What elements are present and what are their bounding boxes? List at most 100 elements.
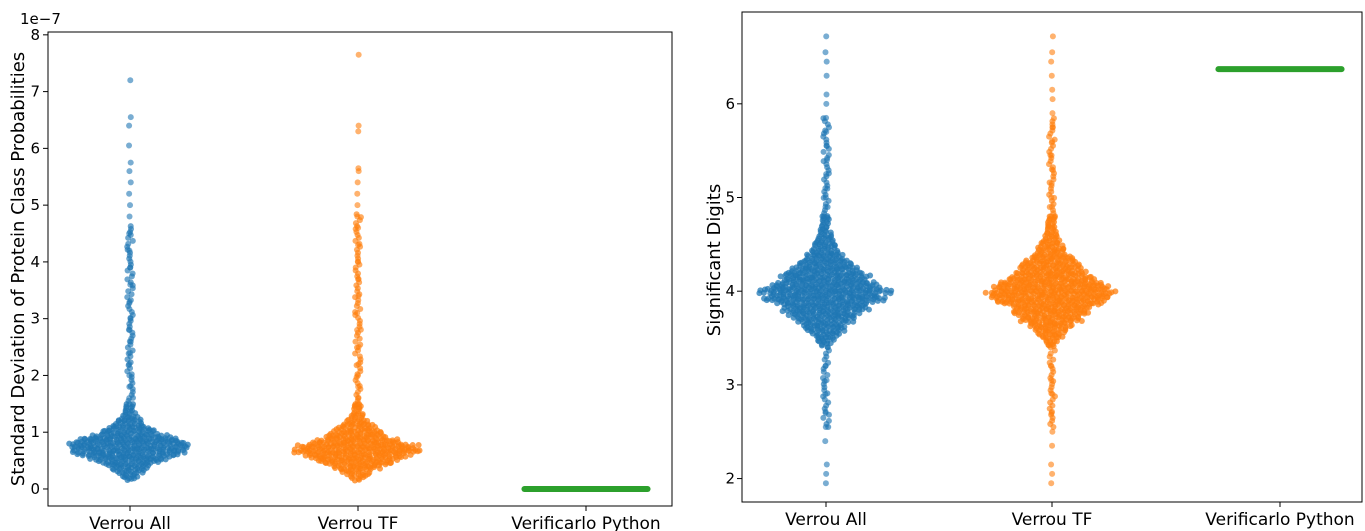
swarm-point <box>1112 288 1119 295</box>
swarm-point <box>1027 323 1034 330</box>
swarm-point <box>865 306 872 313</box>
outlier-point <box>1049 96 1056 103</box>
outlier-point <box>1048 58 1055 65</box>
swarm-point <box>856 310 863 317</box>
outlier-point <box>1049 33 1056 40</box>
outlier-point <box>127 77 134 84</box>
swarm-point <box>785 312 792 319</box>
outlier-point <box>1049 470 1056 477</box>
right-y-ticks: 2 3 4 5 6 <box>725 95 742 488</box>
left-x-ticks: Verrou All Verrou TF Verificarlo Python <box>89 506 661 531</box>
right-y-axis-title: Significant Digits <box>704 184 725 336</box>
outlier-point <box>126 122 133 129</box>
swarm-point <box>825 424 832 431</box>
swarm-point <box>69 448 76 455</box>
swarm-point <box>880 297 887 304</box>
swarm-point <box>845 319 852 326</box>
swarm-point <box>841 327 848 334</box>
swarm-point <box>332 464 339 471</box>
left-y-ticks: 0 1 2 3 4 5 6 7 8 <box>30 26 48 498</box>
left-y-axis-title: Standard Deviation of Protein Class Prob… <box>8 52 29 486</box>
swarm-point <box>125 397 132 404</box>
swarm-point <box>1047 344 1054 351</box>
outlier-point <box>127 202 134 209</box>
swarm-point <box>820 414 827 421</box>
outlier-point <box>355 122 362 129</box>
swarm-point <box>818 342 825 349</box>
swarm-point <box>128 475 135 482</box>
swarm-point <box>124 276 131 283</box>
outlier-point <box>354 179 361 186</box>
swarm-point <box>407 451 414 458</box>
y-tick-label: 5 <box>30 196 40 214</box>
swarm-point <box>352 294 359 301</box>
swarm-point <box>129 237 136 244</box>
left-swarm-points <box>66 51 651 492</box>
swarm-point <box>1095 301 1102 308</box>
swarm-point <box>1017 318 1024 325</box>
swarm-point <box>1051 347 1058 354</box>
swarm-point <box>760 289 767 296</box>
swarm-point <box>79 452 86 459</box>
swarm-point <box>139 469 146 476</box>
swarm-point <box>170 452 177 459</box>
swarm-point <box>1081 310 1088 317</box>
swarm-point <box>125 288 132 295</box>
y-tick-label: 4 <box>30 253 40 271</box>
swarm-point <box>876 288 883 295</box>
y-tick-label: 1 <box>30 423 40 441</box>
swarm-point <box>1051 136 1058 143</box>
outlier-point <box>1049 110 1056 117</box>
swarm-point <box>887 290 894 297</box>
swarm-point <box>127 223 134 230</box>
y-tick-label: 3 <box>30 310 40 328</box>
y-tick-label: 2 <box>725 470 735 488</box>
x-tick-label: Verificarlo Python <box>511 514 660 531</box>
swarm-point <box>1078 318 1085 325</box>
swarm-point <box>339 468 346 475</box>
outlier-point <box>823 33 830 40</box>
y-tick-label: 0 <box>30 480 40 498</box>
outlier-point <box>354 202 361 209</box>
outlier-point <box>1049 442 1056 449</box>
swarm-point <box>1090 300 1097 307</box>
swarm-point <box>357 214 364 221</box>
swarm-point <box>1067 323 1074 330</box>
outlier-point <box>1049 428 1056 435</box>
swarm-point <box>414 448 421 455</box>
swarm-point <box>824 390 831 397</box>
y-tick-label: 6 <box>30 139 40 157</box>
outlier-point <box>355 165 362 172</box>
swarm-point <box>155 459 162 466</box>
swarm-point <box>1073 317 1080 324</box>
left-plot-frame <box>47 31 673 507</box>
outlier-point <box>127 159 134 166</box>
outlier-point <box>126 213 133 220</box>
swarm-point <box>825 151 832 158</box>
y-tick-label: 5 <box>725 189 735 207</box>
swarm-point <box>352 308 359 315</box>
swarm-point <box>995 298 1002 305</box>
swarm-point <box>387 460 394 467</box>
swarm-point <box>869 298 876 305</box>
swarm-point <box>129 270 136 277</box>
outlier-point <box>822 438 829 445</box>
swarm-point <box>326 460 333 467</box>
x-tick-label: Verrou TF <box>318 514 399 531</box>
outlier-point <box>822 480 829 487</box>
swarm-point <box>850 318 857 325</box>
swarm-point <box>357 341 364 348</box>
swarm-point <box>756 290 763 297</box>
swarm-point <box>820 148 827 155</box>
swarm-point <box>129 347 136 354</box>
swarm-point <box>74 451 81 458</box>
swarm-point <box>291 449 298 456</box>
swarm-point <box>382 461 389 468</box>
outlier-point <box>127 179 134 186</box>
swarm-point <box>779 308 786 315</box>
swarm-point <box>825 197 832 204</box>
swarm-point <box>824 371 831 378</box>
swarm-point <box>1053 338 1060 345</box>
swarm-point <box>181 449 188 456</box>
